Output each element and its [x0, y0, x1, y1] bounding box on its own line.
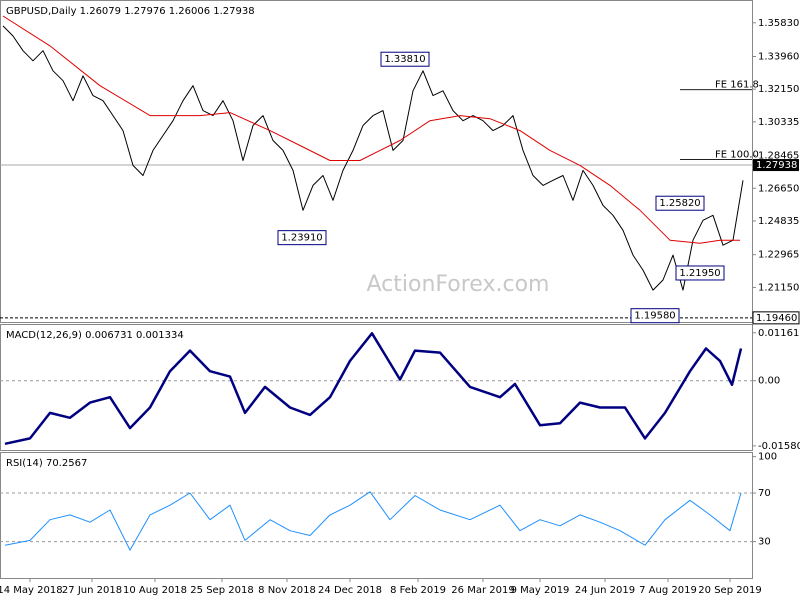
x-tick-label: 20 Sep 2019	[698, 585, 761, 596]
y-tick-label: 100	[758, 452, 777, 463]
fib-level-label: FE 161.8	[715, 80, 759, 91]
series-line	[4, 332, 743, 446]
y-tick-label: -0.015803	[758, 441, 800, 452]
x-tick-label: 26 Mar 2019	[451, 585, 514, 596]
y-tick-label: 1.26650	[758, 183, 799, 194]
x-tick-label: 9 May 2019	[511, 585, 570, 596]
macd-panel	[0, 324, 753, 451]
watermark: ActionForex.com	[367, 272, 550, 297]
fib-level-label: FE 100.0	[715, 149, 759, 160]
support-box	[752, 311, 800, 325]
annotation-label: 1.33810	[384, 54, 425, 65]
panel-title: MACD(12,26,9) 0.006731 0.001334	[6, 330, 184, 341]
y-tick-label: 1.30335	[758, 117, 799, 128]
panel-title: RSI(14) 70.2567	[6, 458, 87, 469]
annotation-label: 1.21950	[679, 268, 720, 279]
last-price-box	[753, 159, 799, 172]
x-tick-label: 24 Jun 2019	[575, 585, 635, 596]
annotation-box	[655, 195, 705, 211]
series-line	[4, 491, 742, 551]
y-tick-label: 1.21150	[758, 282, 799, 293]
y-tick-label: 0.011612	[758, 328, 800, 339]
annotation-box	[675, 265, 725, 281]
y-tick-label: 70	[758, 488, 771, 499]
last-price-label: 1.27938	[756, 160, 797, 171]
y-tick-label: 1.28465	[758, 151, 799, 162]
y-tick-label: 1.24835	[758, 216, 799, 227]
x-tick-label: 7 Aug 2019	[639, 585, 697, 596]
y-tick-label: 0.00	[758, 376, 780, 387]
annotation-box	[630, 308, 680, 324]
panel-title: GBPUSD,Daily 1.26079 1.27976 1.26006 1.2…	[6, 6, 255, 17]
x-tick-label: 14 May 2018	[0, 585, 63, 596]
x-tick-label: 24 Dec 2018	[318, 585, 382, 596]
y-tick-label: 30	[758, 537, 771, 548]
annotation-label: 1.25820	[659, 198, 700, 209]
annotation-box	[277, 230, 327, 246]
y-tick-label: 1.33960	[758, 52, 799, 63]
annotation-label: 1.19580	[634, 311, 675, 322]
annotation-box	[380, 51, 430, 67]
support-label: 1.19460	[756, 313, 797, 324]
y-tick-label: 1.35830	[758, 18, 799, 29]
x-tick-label: 8 Nov 2018	[258, 585, 316, 596]
x-tick-label: 27 Jun 2018	[62, 585, 122, 596]
series-line	[2, 25, 744, 291]
annotation-label: 1.23910	[281, 233, 322, 244]
x-tick-label: 8 Feb 2019	[390, 585, 446, 596]
x-tick-label: 10 Aug 2018	[123, 585, 187, 596]
rsi-panel	[0, 452, 753, 579]
price-panel	[0, 0, 753, 323]
x-tick-label: 25 Sep 2018	[190, 585, 253, 596]
y-tick-label: 1.22965	[758, 250, 799, 261]
y-tick-label: 1.32150	[758, 84, 799, 95]
series-line	[2, 15, 740, 244]
